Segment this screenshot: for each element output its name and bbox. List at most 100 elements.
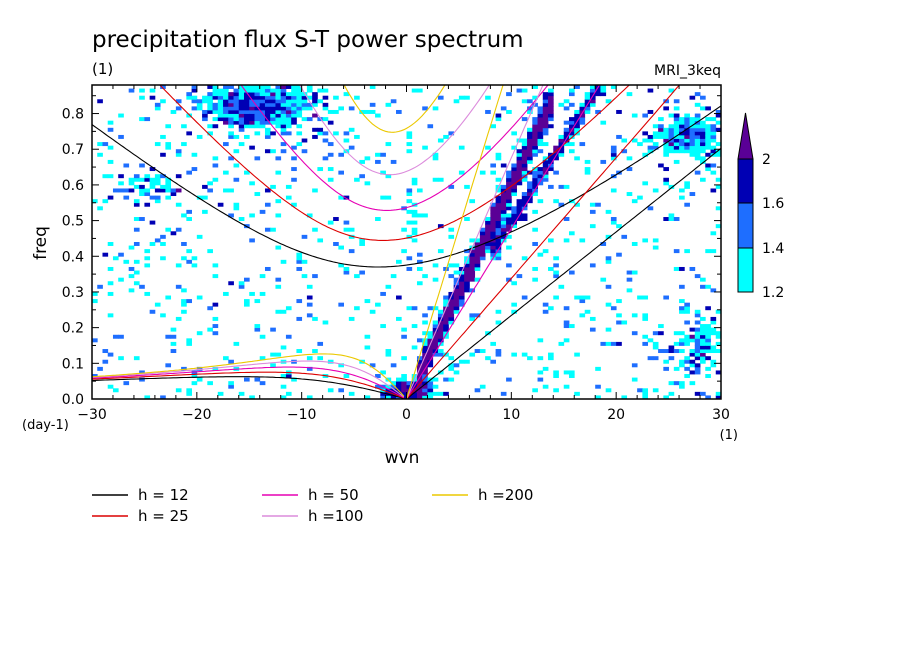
heat-cell bbox=[700, 159, 706, 164]
heat-cell bbox=[684, 306, 690, 311]
heat-cell bbox=[416, 363, 423, 368]
heat-cell bbox=[495, 234, 502, 239]
heat-cell bbox=[705, 106, 711, 111]
heat-cell bbox=[270, 102, 276, 107]
heat-cell bbox=[658, 349, 664, 354]
heat-cell bbox=[422, 381, 428, 386]
heat-cell bbox=[212, 302, 219, 307]
heat-cell bbox=[490, 227, 497, 232]
heat-cell bbox=[647, 356, 654, 361]
heat-cell bbox=[495, 202, 502, 207]
heat-cell bbox=[668, 113, 675, 118]
heat-cell bbox=[453, 295, 460, 300]
heat-cell bbox=[432, 320, 439, 325]
heat-cell bbox=[254, 85, 261, 89]
heat-cell bbox=[317, 131, 324, 136]
heat-cell bbox=[527, 131, 533, 136]
heat-cell bbox=[270, 120, 276, 125]
heat-cell bbox=[521, 352, 528, 357]
heat-cell bbox=[553, 270, 559, 275]
heat-cell bbox=[212, 106, 219, 111]
heat-cell bbox=[684, 356, 690, 361]
heat-cell bbox=[285, 92, 292, 97]
heat-cell bbox=[642, 131, 649, 136]
heat-cell bbox=[259, 356, 266, 361]
heat-cell bbox=[133, 177, 140, 182]
heat-cell bbox=[396, 259, 402, 264]
heat-cell bbox=[495, 309, 502, 314]
heat-cell bbox=[694, 356, 701, 361]
heat-cell bbox=[280, 259, 287, 264]
heat-cell bbox=[679, 134, 685, 139]
heat-cell bbox=[191, 256, 198, 261]
heat-cell bbox=[254, 327, 261, 332]
heat-cell bbox=[537, 377, 544, 382]
heat-cell bbox=[616, 341, 622, 346]
heat-cell bbox=[506, 227, 512, 232]
heat-cell bbox=[542, 113, 549, 118]
heat-cell bbox=[244, 302, 250, 307]
heat-cell bbox=[553, 170, 559, 175]
heat-cell bbox=[464, 217, 470, 221]
heat-cell bbox=[652, 388, 659, 393]
heat-cell bbox=[270, 149, 276, 154]
heat-cell bbox=[301, 259, 308, 264]
heat-cell bbox=[312, 127, 318, 132]
heat-cell bbox=[453, 263, 460, 268]
heat-cell bbox=[228, 188, 234, 193]
heat-cell bbox=[563, 142, 570, 147]
heat-cell bbox=[369, 309, 376, 314]
heat-cell bbox=[516, 149, 523, 154]
heat-cell bbox=[154, 302, 161, 307]
heat-cell bbox=[422, 213, 428, 218]
heat-cell bbox=[233, 149, 240, 154]
heat-cell bbox=[705, 324, 711, 329]
heat-cell bbox=[663, 149, 669, 154]
heat-cell bbox=[327, 142, 334, 147]
heat-cell bbox=[642, 152, 649, 157]
heat-cell bbox=[102, 252, 109, 257]
heat-cell bbox=[563, 99, 570, 104]
heat-cell bbox=[469, 238, 476, 243]
heat-cell bbox=[600, 88, 607, 93]
heat-cell bbox=[453, 270, 460, 275]
heat-cell bbox=[574, 113, 580, 118]
heat-cell bbox=[118, 181, 124, 186]
heat-cell bbox=[375, 113, 381, 118]
heat-cell bbox=[705, 334, 711, 339]
heat-cell bbox=[506, 245, 512, 250]
y-tick-label: 0.0 bbox=[62, 392, 84, 408]
heat-cell bbox=[128, 88, 135, 93]
heat-cell bbox=[679, 341, 685, 346]
heat-cell bbox=[280, 374, 287, 378]
heat-cell bbox=[537, 356, 544, 361]
heat-cell bbox=[432, 384, 439, 389]
heat-cell bbox=[527, 356, 533, 361]
curve-rossby-h12 bbox=[92, 376, 405, 399]
heat-cell bbox=[474, 266, 481, 271]
heat-cell bbox=[600, 277, 607, 282]
heat-cell bbox=[259, 381, 266, 386]
heat-cell bbox=[291, 377, 297, 382]
heat-cell bbox=[448, 306, 455, 311]
heat-cell bbox=[516, 170, 523, 175]
heat-cell bbox=[327, 220, 334, 225]
heat-cell bbox=[652, 331, 659, 336]
heat-cell bbox=[149, 184, 156, 189]
heat-cell bbox=[244, 170, 250, 175]
heat-cell bbox=[359, 238, 365, 243]
heat-cell bbox=[589, 99, 596, 104]
heat-cell bbox=[154, 238, 161, 243]
heat-cell bbox=[464, 263, 470, 268]
heat-cell bbox=[652, 131, 659, 136]
heat-cell bbox=[464, 270, 470, 275]
heat-cell bbox=[542, 309, 549, 314]
heat-cell bbox=[537, 106, 544, 111]
heat-cell bbox=[443, 299, 449, 304]
heat-cell bbox=[700, 327, 706, 332]
heat-cell bbox=[710, 163, 717, 168]
heat-cell bbox=[673, 249, 680, 254]
heat-cell bbox=[437, 352, 444, 357]
heat-cell bbox=[600, 92, 607, 97]
heat-cell bbox=[228, 120, 234, 125]
